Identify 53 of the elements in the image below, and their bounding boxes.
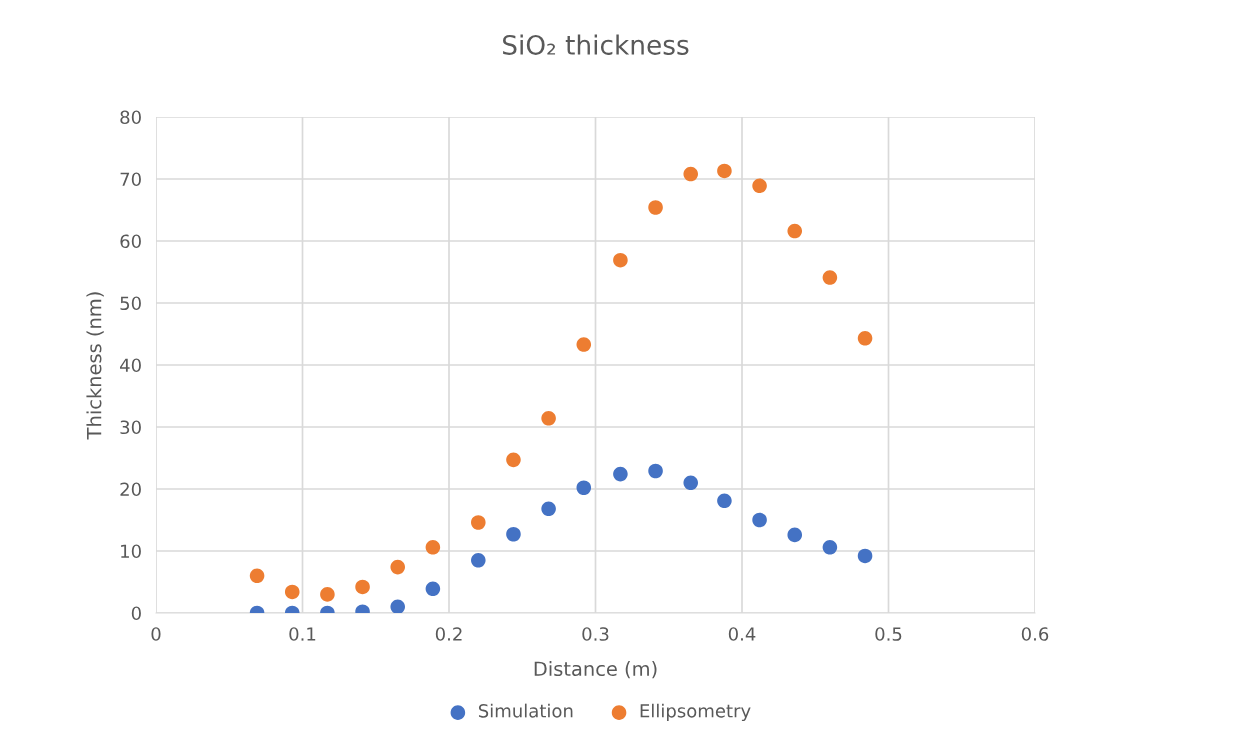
y-axis-title: Thickness (nm) bbox=[86, 292, 104, 440]
point bbox=[390, 599, 406, 613]
point bbox=[471, 553, 486, 568]
point bbox=[717, 493, 732, 509]
point bbox=[787, 527, 803, 543]
point bbox=[541, 501, 556, 517]
legend-label: Simulation bbox=[478, 703, 573, 718]
point bbox=[249, 568, 265, 584]
point bbox=[857, 331, 873, 346]
x-tick-label: 0.3 bbox=[582, 627, 609, 641]
point bbox=[506, 452, 521, 468]
y-tick-label: 0 bbox=[131, 606, 141, 621]
y-tick-label: 60 bbox=[120, 234, 141, 249]
point bbox=[425, 540, 441, 555]
x-tick-label: 0 bbox=[151, 627, 161, 641]
x-tick-label: 0.2 bbox=[435, 627, 462, 641]
point bbox=[683, 166, 699, 182]
point bbox=[787, 223, 803, 239]
point bbox=[355, 579, 370, 595]
point bbox=[822, 270, 838, 285]
x-tick-label: 0.6 bbox=[1021, 627, 1049, 641]
y-tick-label: 80 bbox=[120, 110, 141, 125]
y-tick-label: 10 bbox=[121, 544, 141, 559]
chart-title: SiO₂ thickness bbox=[503, 34, 689, 55]
point bbox=[506, 526, 521, 542]
y-tick-label: 20 bbox=[120, 482, 141, 497]
point bbox=[613, 466, 628, 482]
point bbox=[284, 584, 300, 600]
y-tick-label: 70 bbox=[120, 172, 141, 187]
point bbox=[576, 480, 592, 496]
point bbox=[613, 252, 628, 268]
y-tick-label: 40 bbox=[120, 358, 141, 373]
point bbox=[320, 587, 335, 602]
point bbox=[425, 581, 441, 597]
y-tick-label: 50 bbox=[120, 296, 141, 311]
point bbox=[857, 548, 873, 564]
y-tick-label: 30 bbox=[120, 420, 141, 435]
point bbox=[471, 515, 486, 530]
point bbox=[541, 411, 556, 426]
point bbox=[648, 200, 663, 215]
point bbox=[576, 337, 592, 352]
point bbox=[752, 178, 767, 194]
legend-label: Ellipsometry bbox=[640, 703, 751, 722]
point bbox=[717, 163, 732, 179]
x-tick-label: 0.5 bbox=[875, 627, 902, 641]
x-axis-title: Distance (m) bbox=[534, 661, 657, 679]
point bbox=[683, 475, 699, 491]
point bbox=[752, 512, 767, 528]
point bbox=[390, 559, 406, 575]
point bbox=[648, 463, 663, 479]
point bbox=[822, 540, 838, 555]
x-tick-label: 0.1 bbox=[289, 627, 316, 641]
x-tick-label: 0.4 bbox=[728, 627, 756, 641]
